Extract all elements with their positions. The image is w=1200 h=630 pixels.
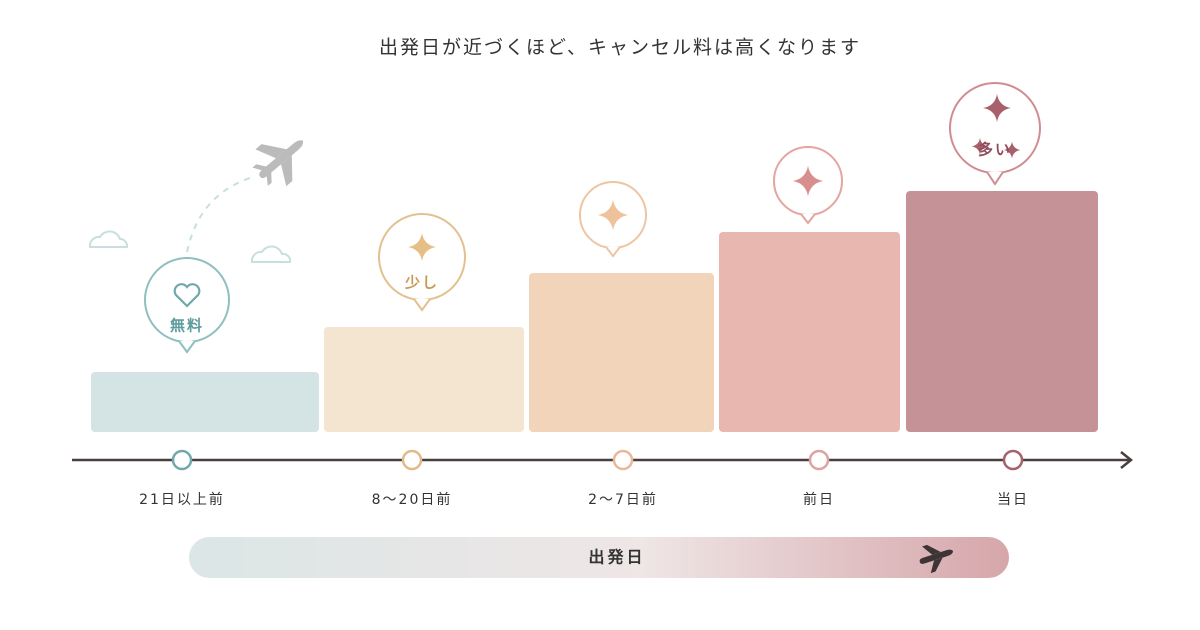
bubble (579, 181, 647, 258)
flight-path (186, 177, 251, 253)
bubble: 無料 (144, 257, 230, 354)
marker (612, 449, 634, 471)
stage-label: 当日 (997, 492, 1029, 508)
stage-label: 2〜7日前 (588, 491, 658, 508)
plane-icon (252, 140, 304, 187)
stage-label: 8〜20日前 (372, 491, 453, 508)
stage-label: 21日以上前 (139, 491, 225, 508)
marker (1002, 449, 1024, 471)
axis-arrow (1120, 451, 1134, 469)
departure-label: 出発日 (588, 548, 645, 567)
badge-text: 多い (978, 141, 1012, 159)
bubble (773, 146, 843, 225)
marker (401, 449, 423, 471)
markers (171, 449, 1024, 471)
bubble: 少し (378, 213, 466, 312)
bar (324, 327, 524, 432)
bars (91, 191, 1098, 432)
bar (529, 273, 714, 432)
bar (719, 232, 900, 432)
badge-text: 少し (404, 274, 439, 292)
badge-text: 無料 (170, 317, 204, 335)
stage-label: 前日 (803, 491, 835, 508)
marker (808, 449, 830, 471)
bubble: 多い (949, 82, 1041, 186)
title: 出発日が近づくほど、キャンセル料は高くなります (379, 37, 861, 59)
departure-bar (189, 537, 1009, 578)
bar (906, 191, 1098, 432)
marker (171, 449, 193, 471)
bar (91, 372, 319, 432)
clouds (88, 230, 292, 263)
plane-takeoff-icon (919, 544, 954, 574)
